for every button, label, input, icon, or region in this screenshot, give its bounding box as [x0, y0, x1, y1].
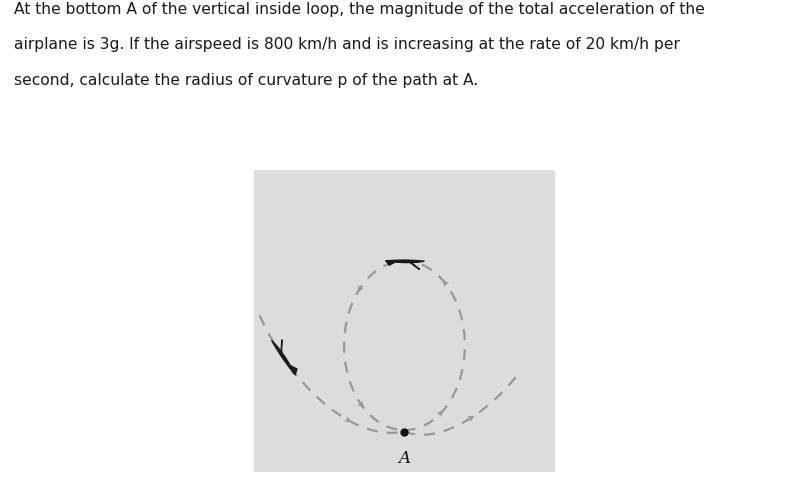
- Polygon shape: [387, 261, 395, 265]
- Text: At the bottom A of the vertical inside loop, the magnitude of the total accelera: At the bottom A of the vertical inside l…: [14, 2, 705, 18]
- Polygon shape: [272, 340, 296, 375]
- FancyBboxPatch shape: [253, 170, 556, 472]
- Polygon shape: [281, 340, 283, 356]
- Polygon shape: [290, 366, 297, 374]
- Text: A: A: [398, 450, 410, 467]
- Text: second, calculate the radius of curvature p of the path at A.: second, calculate the radius of curvatur…: [14, 73, 478, 88]
- Polygon shape: [406, 262, 419, 269]
- Text: airplane is 3g. If the airspeed is 800 km/h and is increasing at the rate of 20 : airplane is 3g. If the airspeed is 800 k…: [14, 37, 680, 53]
- Polygon shape: [385, 260, 425, 262]
